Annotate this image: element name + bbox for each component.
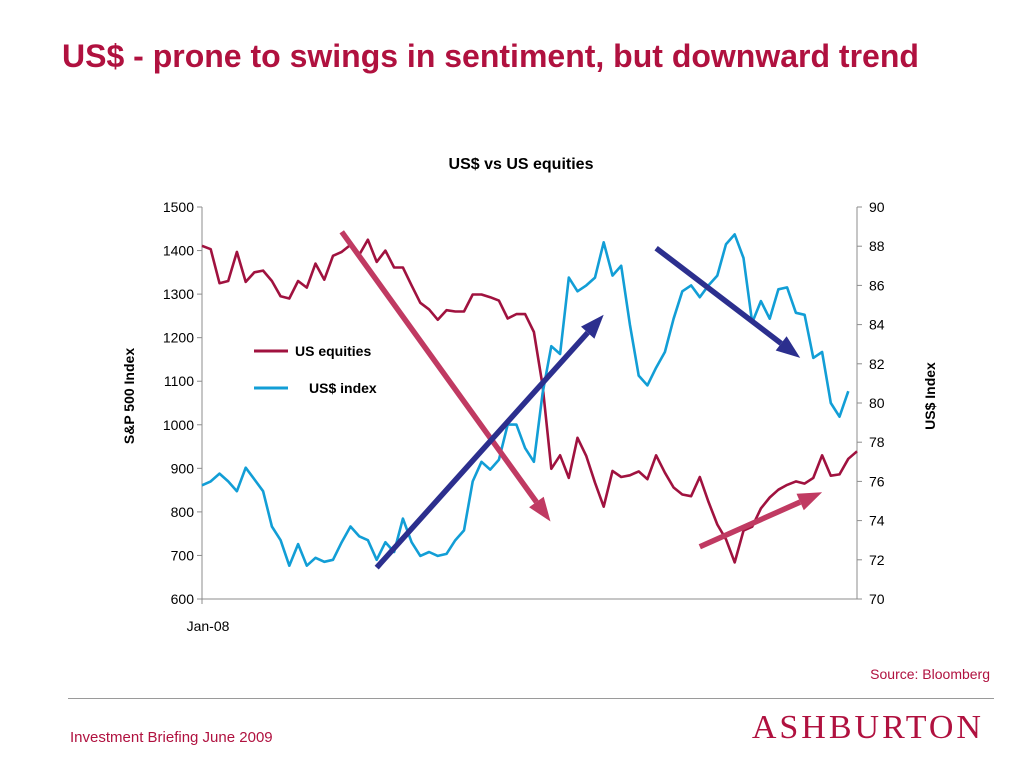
source-note: Source: Bloomberg bbox=[870, 666, 990, 682]
series-layer bbox=[201, 233, 858, 568]
trend-arrow-head bbox=[529, 496, 551, 522]
trend-arrow-shaft bbox=[374, 330, 590, 570]
legend: US equities US$ index bbox=[254, 343, 377, 396]
legend-label-us-equities: US equities bbox=[295, 343, 371, 359]
right-tick-label: 74 bbox=[869, 513, 885, 529]
right-tick-label: 76 bbox=[869, 473, 885, 489]
left-tick-label: 600 bbox=[171, 591, 195, 607]
right-tick-label: 86 bbox=[869, 277, 885, 293]
trend-arrow-head bbox=[796, 492, 823, 511]
ashburton-logo: ASHBURTON bbox=[751, 709, 984, 746]
trend-arrow-head bbox=[581, 314, 604, 339]
left-tick-label: 700 bbox=[171, 547, 195, 563]
right-tick-label: 88 bbox=[869, 238, 885, 254]
trend-arrow-equities-downtrend bbox=[339, 230, 551, 522]
left-tick-label: 1400 bbox=[163, 243, 194, 259]
footer-divider bbox=[68, 698, 994, 699]
trend-arrow-shaft bbox=[698, 499, 802, 550]
trend-arrow-usd-uptrend bbox=[374, 314, 604, 570]
slide-title: US$ - prone to swings in sentiment, but … bbox=[62, 38, 919, 74]
legend-label-usd-index: US$ index bbox=[309, 380, 377, 396]
left-tick-label: 1200 bbox=[163, 330, 194, 346]
right-tick-label: 90 bbox=[869, 199, 885, 215]
series-line-us-equities bbox=[201, 238, 858, 564]
trend-arrow-equities-uptrend bbox=[698, 492, 823, 550]
series-line-usd-index bbox=[201, 233, 850, 568]
footer-text: Investment Briefing June 2009 bbox=[70, 729, 273, 746]
left-axis-label: S&P 500 Index bbox=[121, 348, 137, 444]
left-tick-label: 900 bbox=[171, 460, 195, 476]
right-tick-label: 80 bbox=[869, 395, 885, 411]
trend-arrow-shaft bbox=[339, 230, 539, 504]
x-tick-label: Jan-08 bbox=[187, 618, 230, 634]
trend-arrow-head bbox=[775, 336, 801, 358]
right-tick-label: 72 bbox=[869, 552, 885, 568]
left-tick-label: 1000 bbox=[163, 417, 194, 433]
trend-arrow-shaft bbox=[654, 245, 783, 346]
left-tick-label: 800 bbox=[171, 504, 195, 520]
trend-arrow-usd-downtrend bbox=[654, 245, 801, 358]
right-tick-label: 78 bbox=[869, 434, 885, 450]
chart: US$ vs US equities Jan-08 600 700 800 900 100… bbox=[121, 156, 938, 634]
chart-title: US$ vs US equities bbox=[449, 156, 594, 173]
left-tick-label: 1500 bbox=[163, 199, 194, 215]
trend-arrows bbox=[339, 230, 823, 570]
left-tick-label: 1100 bbox=[164, 373, 194, 389]
right-tick-label: 82 bbox=[869, 356, 885, 372]
left-tick-label: 1300 bbox=[163, 286, 194, 302]
right-axis-label: US$ Index bbox=[922, 362, 938, 430]
axes: Jan-08 600 700 800 900 1000 1100 1200 1300 1400 15… bbox=[121, 199, 938, 634]
right-tick-label: 70 bbox=[869, 591, 885, 607]
right-tick-label: 84 bbox=[869, 317, 885, 333]
